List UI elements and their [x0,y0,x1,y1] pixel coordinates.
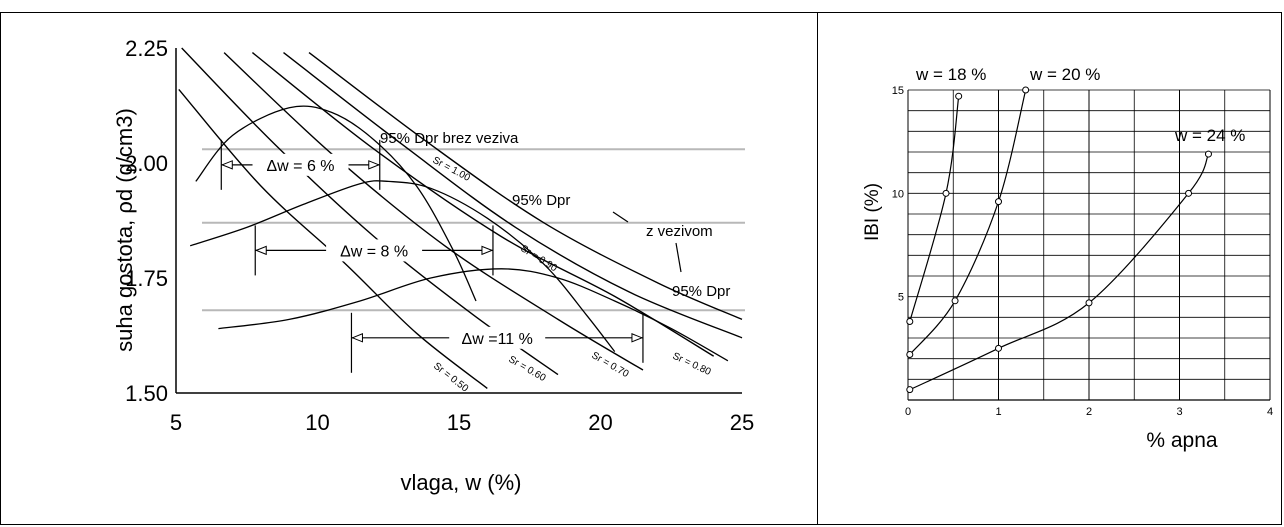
panel-divider [817,12,818,525]
delta-w-label: Δw = 8 % [340,243,408,260]
ibi-x-tick-label: 1 [995,406,1001,418]
y-axis-label: suha gostota, ρd (g/cm3) [112,108,137,352]
ibi-x-tick-label: 3 [1176,406,1182,418]
ibi-data-point [906,317,914,325]
z-vezivom-callout: z vezivom [612,211,713,273]
series-label: w = 20 % [1029,65,1100,84]
ibi-data-point [1085,299,1093,307]
x-axis-label: vlaga, w (%) [400,470,521,495]
x-tick-label: 15 [447,410,471,435]
ibi-data-point [995,344,1002,352]
x-tick-label: 10 [305,410,329,435]
saturation-line [223,52,644,371]
ibi-x-tick-label: 4 [1267,406,1273,418]
saturation-line [251,52,715,357]
saturation-line [283,52,743,339]
z-vezivom-label: z vezivom [646,223,713,240]
ibi-series-line [909,89,1027,355]
ibi-data-point [951,297,959,305]
ibi-data-point [995,198,1002,206]
ibi-data-point [1022,86,1030,94]
ibi-data-point [942,189,950,197]
ibi-data-point [906,386,914,394]
ibi-y-tick-label: 5 [898,292,904,304]
compaction-curve [189,180,616,353]
compaction-curve [195,105,477,302]
ibi-y-tick-label: 15 [892,85,904,97]
ibi-data-point [1204,150,1212,158]
y-tick-label: 1.50 [125,381,168,406]
y-tick-label: 1.75 [125,266,168,291]
delta-w-dimension: Δw =11 % [350,312,644,373]
delta-w-dimension: Δw = 8 % [254,225,494,276]
reference-line-label: 95% Dpr [512,192,570,209]
compaction-curve [218,268,729,362]
ibi-data-point [906,351,914,359]
ibi-data-point [1185,189,1193,197]
series-label: w = 18 % [915,65,986,84]
y-tick-label: 2.00 [125,151,168,176]
ibi-data-point [955,92,963,100]
delta-w-dimension: Δw = 6 % [220,139,381,190]
delta-w-label: Δw = 6 % [266,158,334,175]
saturation-line [308,52,743,321]
ibi-series-line [909,96,960,322]
ibi-y-axis-label: IBI (%) [862,183,883,241]
y-tick-label: 2.25 [125,36,168,61]
ibi-x-tick-label: 2 [1086,406,1092,418]
ibi-x-axis-label: % apna [1146,429,1218,452]
series-label: w = 24 % [1174,126,1245,145]
reference-line-label: 95% Dpr brez veziva [380,130,519,147]
ibi-x-tick-label: 0 [905,406,911,418]
ibi-y-tick-label: 10 [892,188,904,200]
delta-w-label: Δw =11 % [462,331,533,348]
figure-frame [0,12,1282,525]
x-tick-label: 25 [730,410,754,435]
x-tick-label: 5 [170,410,182,435]
ibi-series-line [909,153,1210,391]
x-tick-label: 20 [588,410,612,435]
